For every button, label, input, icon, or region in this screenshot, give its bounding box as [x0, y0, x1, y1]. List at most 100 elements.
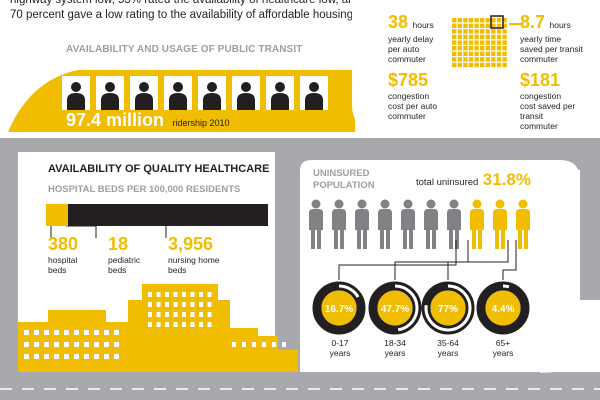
hour-cell [502, 29, 507, 34]
hour-cell [480, 29, 485, 34]
bed-stat-nursing: 3,956 nursing home beds [168, 234, 220, 275]
building-window [54, 342, 59, 347]
ridership-stat: 97.4 million ridership 2010 [66, 110, 230, 131]
hour-cell [457, 40, 462, 45]
age-donuts: 16.7% 47.7% 77% 4.4% [312, 281, 530, 335]
age-label-line: 0-17 [331, 338, 349, 348]
donut-segment [424, 284, 472, 332]
cost-desc-line: commuter [388, 111, 426, 121]
building-window [74, 354, 79, 359]
healthcare-heading: AVAILABILITY OF QUALITY HEALTHCARE [48, 163, 270, 175]
train-window [164, 76, 192, 110]
hour-cell [457, 23, 462, 28]
building-window [156, 312, 161, 317]
building-window [54, 330, 59, 335]
saved-desc-line: saved per transit [520, 44, 583, 54]
donut-pct-label: 77% [438, 304, 458, 315]
building-window [148, 312, 152, 317]
person-icon [332, 199, 346, 249]
building-window [84, 330, 89, 335]
hour-cell [502, 40, 507, 45]
age-donut: 4.4% [476, 281, 530, 335]
building-window [262, 342, 266, 347]
hour-cell [474, 34, 479, 40]
passenger-icon [101, 82, 119, 110]
hour-cell [480, 57, 485, 62]
donut-pct-label: 47.7% [381, 304, 409, 315]
hour-cell [496, 29, 502, 34]
hour-cell [474, 57, 479, 62]
hour-cell [452, 46, 457, 51]
hour-cell [502, 34, 507, 40]
hour-cell [463, 18, 468, 23]
hour-cell [485, 29, 490, 34]
hour-cell [474, 51, 479, 56]
cost-stat: $785 congestion cost per auto commuter [388, 70, 437, 121]
building-window [114, 330, 119, 335]
building-window [54, 354, 59, 359]
train-window [130, 76, 158, 110]
building-window [182, 302, 186, 307]
building-window [148, 292, 152, 297]
hour-cell [468, 18, 474, 23]
hour-cell [468, 62, 474, 68]
train-window [198, 76, 226, 110]
cost-saved-value: $181 [520, 70, 561, 90]
age-label: 18-34 years [377, 338, 413, 358]
hour-cell [468, 29, 474, 34]
age-label: 35-64 years [430, 338, 466, 358]
delay-desc-line: per auto [388, 44, 420, 54]
building-window [84, 354, 89, 359]
bed-label: pediatric beds [108, 255, 140, 275]
building-window [104, 330, 109, 335]
hour-cell [502, 46, 507, 51]
building-window [207, 322, 212, 327]
hour-cell [457, 62, 462, 68]
building-window [182, 292, 186, 297]
hour-cell [452, 40, 457, 45]
building-window [84, 342, 89, 347]
saved-unit: hours [549, 20, 571, 30]
building-window [94, 354, 99, 359]
building-window [156, 322, 161, 327]
age-label-line: years [329, 348, 351, 358]
building-window [94, 330, 99, 335]
hour-cell [452, 18, 457, 23]
building-window [24, 330, 29, 335]
bed-value: 380 [48, 234, 79, 254]
bed-label: hospital beds [48, 255, 78, 275]
building-window [173, 292, 178, 297]
age-connectors [338, 240, 517, 280]
building-window [190, 312, 195, 317]
train-window [96, 76, 124, 110]
hour-cell [474, 62, 479, 68]
building-window [173, 312, 178, 317]
bed-label-line: beds [108, 265, 127, 275]
hour-cell [463, 62, 468, 68]
uninsured-total-value: 31.8% [482, 170, 531, 189]
healthcare-subheading: HOSPITAL BEDS PER 100,000 RESIDENTS [48, 184, 241, 195]
cost-saved-desc-line: congestion [520, 91, 562, 101]
hour-cell [452, 23, 457, 28]
hour-cell [480, 46, 485, 51]
age-donut: 16.7% [312, 281, 366, 335]
building-window [272, 342, 276, 347]
person-icon [470, 199, 484, 249]
train-illustration [0, 70, 355, 138]
hour-cell [480, 51, 485, 56]
building-window [190, 292, 195, 297]
building-window [104, 354, 109, 359]
saved-connector [509, 23, 523, 25]
person-icon [424, 199, 438, 249]
person-icon [401, 199, 415, 249]
building-window [104, 342, 109, 347]
building-window [199, 292, 203, 297]
hour-cell [491, 34, 496, 40]
hour-cell [468, 40, 474, 45]
building-window [173, 302, 178, 307]
bed-label-line: beds [168, 265, 187, 275]
hour-cell [463, 57, 468, 62]
donut-segment [338, 284, 360, 298]
hour-cell [480, 34, 485, 40]
hour-cell [468, 23, 474, 28]
